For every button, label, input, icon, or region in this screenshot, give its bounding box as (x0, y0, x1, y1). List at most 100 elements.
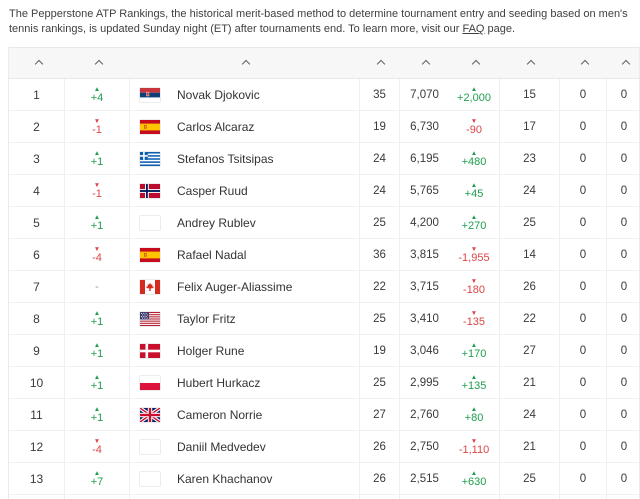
points-change-value: -90 (466, 123, 482, 136)
column-header-next_best[interactable] (606, 48, 640, 78)
sort-chevron-up-icon[interactable] (376, 59, 386, 69)
player-name-link[interactable]: Novak Djokovic (177, 87, 260, 102)
table-header-row (9, 47, 639, 79)
player-name-link[interactable]: Taylor Fritz (177, 311, 236, 326)
up-arrow-icon: ▲ (93, 213, 101, 221)
player-cell: Stefanos Tsitsipas (129, 143, 359, 174)
player-cell: Daniil Medvedev (129, 431, 359, 462)
player-cell: Andrey Rublev (129, 207, 359, 238)
points-change-cell: ▲ +45 (449, 175, 499, 206)
next-best-value: 0 (606, 495, 640, 499)
player-name-link[interactable]: Stefanos Tsitsipas (177, 151, 274, 166)
sort-chevron-up-icon[interactable] (94, 59, 103, 69)
rank-value: 2 (33, 119, 40, 134)
flag-icon-blank (140, 471, 160, 486)
rank-value: 13 (29, 471, 44, 486)
age-value: 25 (359, 495, 399, 499)
dropping-value: 0 (559, 207, 606, 238)
column-header-points[interactable] (399, 48, 449, 78)
player-name-link[interactable]: Cameron Norrie (177, 407, 263, 422)
rank-change-value: +1 (90, 411, 104, 424)
rank-value: 7 (33, 279, 40, 294)
player-cell: Rafael Nadal (129, 239, 359, 270)
player-name-link[interactable]: Hubert Hurkacz (177, 375, 261, 390)
points-value: 2,515 (399, 463, 449, 494)
player-name-link[interactable]: Daniil Medvedev (177, 439, 266, 454)
column-header-age[interactable] (359, 48, 399, 78)
dropping-value: 0 (559, 79, 606, 110)
player-cell: Holger Rune (129, 335, 359, 366)
age-value: 25 (359, 207, 399, 238)
tournaments-played-value: 17 (499, 111, 559, 142)
points-value: 2,995 (399, 367, 449, 398)
player-name-link[interactable]: Rafael Nadal (177, 247, 247, 262)
age-value: 35 (359, 79, 399, 110)
points-value: 2,750 (399, 431, 449, 462)
column-header-points_change[interactable] (449, 48, 499, 78)
sort-chevron-up-icon[interactable] (471, 59, 481, 69)
next-best-value: 0 (606, 335, 640, 366)
table-row: 13 ▲ +7 Karen Khachanov 26 2,515 ▲ +630 25 0 0 (9, 463, 639, 495)
rank-change-cell: ▲ +1 (64, 367, 129, 398)
dropping-value: 150 (559, 495, 606, 499)
dropping-value: 0 (559, 143, 606, 174)
column-header-rank_change[interactable] (64, 48, 129, 78)
next-best-value: 0 (606, 367, 640, 398)
flag-icon-dk (140, 343, 160, 358)
points-change-cell: ▲ +630 (449, 463, 499, 494)
flag-icon-es (140, 247, 160, 262)
player-name-link[interactable]: Andrey Rublev (177, 215, 256, 230)
dropping-value: 0 (559, 111, 606, 142)
points-value: 7,070 (399, 79, 449, 110)
age-value: 27 (359, 399, 399, 430)
player-name-link[interactable]: Casper Ruud (177, 183, 248, 198)
sort-chevron-up-icon[interactable] (34, 59, 43, 69)
column-header-rank[interactable] (9, 48, 64, 78)
column-header-tourn_played[interactable] (499, 48, 559, 78)
age-value: 25 (359, 367, 399, 398)
rank-change-cell: ▲ +1 (64, 303, 129, 334)
dropping-value: 0 (559, 335, 606, 366)
tournaments-played-value: 27 (499, 335, 559, 366)
next-best-value: 0 (606, 431, 640, 462)
down-arrow-icon: ▼ (470, 117, 478, 125)
tournaments-played-value: 15 (499, 79, 559, 110)
points-change-cell: ▼ -180 (449, 271, 499, 302)
intro-text-before: The Pepperstone ATP Rankings, the histor… (9, 8, 628, 35)
column-header-player[interactable] (129, 48, 359, 78)
player-name-link[interactable]: Holger Rune (177, 343, 245, 358)
table-row: 2 ▼ -1 Carlos Alcaraz 19 6,730 ▼ -90 17 0 0 (9, 111, 639, 143)
down-arrow-icon: ▼ (470, 277, 478, 285)
player-name-link[interactable]: Karen Khachanov (177, 471, 273, 486)
age-value: 26 (359, 463, 399, 494)
tournaments-played-value: 24 (499, 175, 559, 206)
next-best-value: 0 (606, 175, 640, 206)
rank-change-cell: ▲ +1 (64, 207, 129, 238)
flag-icon-rs (140, 87, 160, 102)
sort-chevron-up-icon[interactable] (580, 59, 589, 69)
points-change-cell: ▲ +135 (449, 367, 499, 398)
column-header-dropping[interactable] (559, 48, 606, 78)
player-name-link[interactable]: Carlos Alcaraz (177, 119, 255, 134)
up-arrow-icon: ▲ (93, 469, 101, 477)
points-change-value: +170 (461, 347, 487, 360)
rank-change-cell: ▼-1 (64, 495, 129, 499)
dropping-value: 0 (559, 239, 606, 270)
sort-chevron-up-icon[interactable] (526, 59, 536, 69)
down-arrow-icon: ▼ (93, 437, 101, 445)
down-arrow-icon: ▼ (470, 245, 478, 253)
intro-text-after: page. (484, 23, 516, 35)
sort-chevron-up-icon[interactable] (241, 59, 251, 69)
player-name-link[interactable]: Felix Auger-Aliassime (177, 279, 293, 294)
sort-chevron-up-icon[interactable] (421, 59, 431, 69)
rank-value: 5 (33, 215, 40, 230)
down-arrow-icon: ▼ (470, 437, 478, 445)
sort-chevron-up-icon[interactable] (621, 59, 630, 69)
flag-icon-es (140, 119, 160, 134)
next-best-value: 0 (606, 143, 640, 174)
tournaments-played-value: 21 (499, 431, 559, 462)
age-value: 26 (359, 431, 399, 462)
table-row: 8 ▲ +1 Taylor Fritz 25 3,410 ▼ -135 22 0 0 (9, 303, 639, 335)
faq-link[interactable]: FAQ (462, 23, 485, 35)
up-arrow-icon: ▲ (93, 405, 101, 413)
